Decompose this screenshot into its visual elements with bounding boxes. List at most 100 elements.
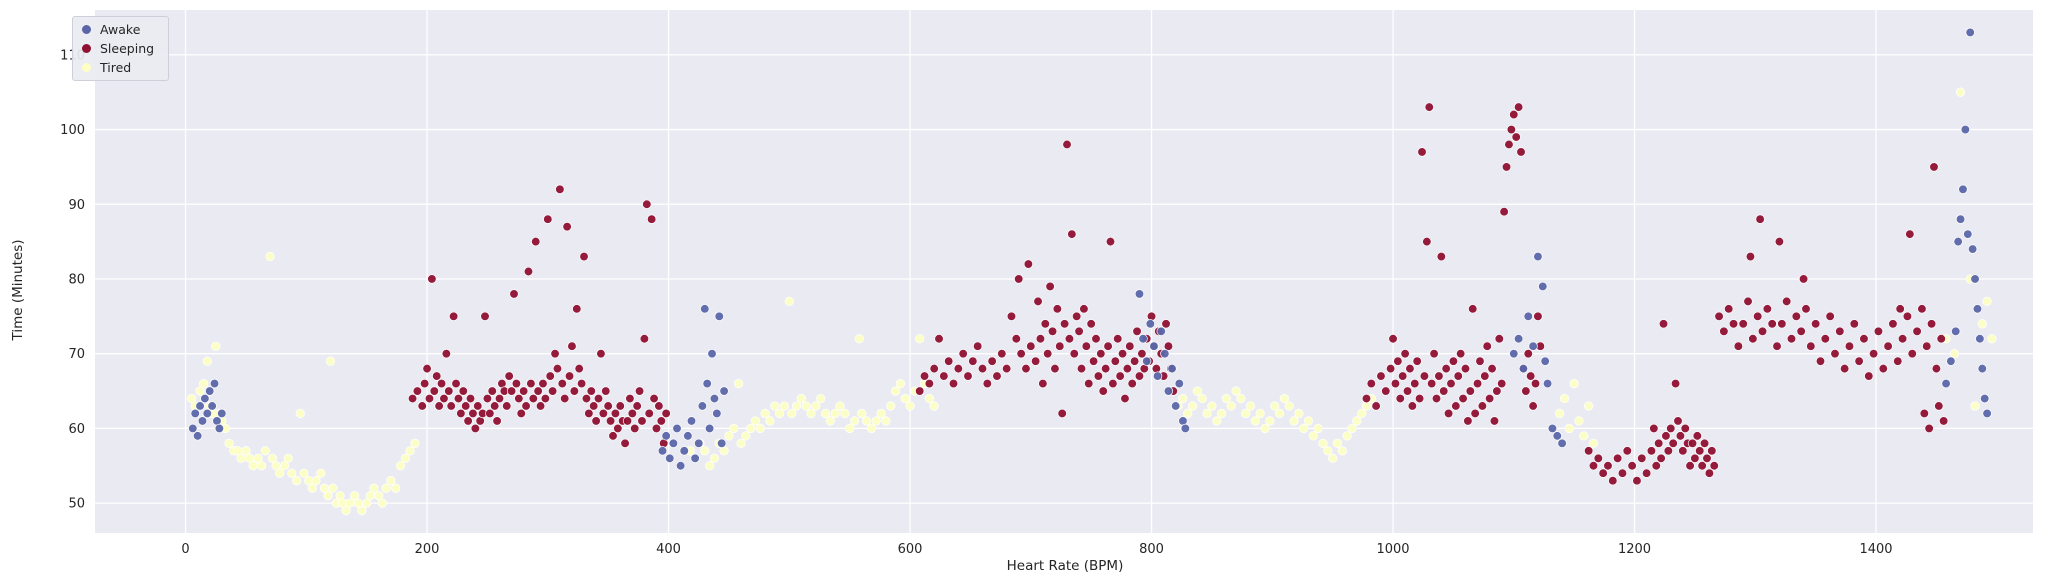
data-point-sleeping: [915, 386, 925, 396]
data-point-sleeping: [1907, 349, 1917, 359]
data-point-sleeping: [1137, 349, 1147, 359]
data-point-sleeping: [958, 349, 968, 359]
data-point-sleeping: [608, 431, 618, 441]
data-point-awake: [205, 386, 215, 396]
data-point-tired: [386, 476, 396, 486]
data-point-sleeping: [547, 386, 558, 396]
data-point-sleeping: [1487, 363, 1497, 374]
series-awake: [188, 27, 1992, 471]
data-point-sleeping: [1509, 109, 1519, 120]
data-point-sleeping: [1120, 393, 1130, 404]
data-point-sleeping: [1001, 363, 1012, 374]
data-point-tired: [253, 453, 263, 463]
data-point-sleeping: [1052, 304, 1063, 314]
data-point-sleeping: [1905, 229, 1915, 239]
data-point-sleeping: [1451, 401, 1461, 411]
data-point-awake: [1970, 274, 1980, 284]
data-point-tired: [1559, 393, 1570, 404]
data-point-tired: [700, 446, 710, 456]
data-point-tired: [774, 408, 785, 419]
data-point-sleeping: [1381, 386, 1391, 396]
data-point-tired: [900, 393, 910, 404]
data-point-sleeping: [1067, 229, 1077, 239]
data-point-tired: [820, 408, 831, 419]
data-point-sleeping: [1101, 363, 1111, 374]
data-point-sleeping: [1685, 461, 1695, 471]
x-axis-title: Heart Rate (BPM): [1006, 558, 1124, 574]
x-tick-label: 1200: [1618, 542, 1651, 557]
data-point-sleeping: [919, 371, 930, 381]
data-point-sleeping: [1583, 446, 1594, 456]
data-point-tired: [256, 461, 267, 471]
data-point-sleeping: [463, 416, 473, 426]
data-point-sleeping: [1422, 236, 1432, 247]
data-point-tired: [770, 401, 780, 411]
data-point-sleeping: [545, 371, 555, 381]
data-point-sleeping: [1439, 386, 1449, 396]
data-point-sleeping: [1096, 349, 1106, 359]
data-point-sleeping: [533, 386, 543, 396]
data-point-sleeping: [1516, 147, 1526, 157]
data-point-sleeping: [1699, 438, 1710, 448]
data-point-sleeping: [1632, 476, 1642, 486]
data-point-awake: [192, 431, 203, 441]
data-point-tired: [895, 378, 906, 389]
data-point-sleeping: [586, 386, 596, 396]
data-point-sleeping: [473, 401, 483, 411]
data-point-sleeping: [511, 378, 522, 389]
data-point-sleeping: [1811, 319, 1821, 329]
data-point-awake: [217, 408, 227, 419]
data-point-tired: [1221, 393, 1232, 404]
data-point-tired: [1250, 416, 1261, 426]
data-point-sleeping: [1938, 416, 1949, 426]
data-point-sleeping: [1617, 468, 1628, 478]
data-point-sleeping: [446, 401, 456, 411]
data-point-tired: [787, 408, 797, 419]
data-point-tired: [840, 408, 850, 419]
data-point-sleeping: [1429, 349, 1439, 359]
gridlines: [95, 10, 2033, 533]
data-point-tired: [736, 438, 746, 448]
legend-label-tired: Tired: [100, 59, 132, 75]
data-point-tired: [811, 401, 821, 411]
data-point-sleeping: [1006, 311, 1017, 321]
data-point-tired: [1564, 423, 1574, 434]
data-point-tired: [760, 408, 770, 419]
data-point-sleeping: [948, 378, 959, 389]
data-point-sleeping: [1497, 378, 1507, 389]
data-point-sleeping: [1098, 386, 1108, 396]
data-point-tired: [374, 490, 384, 501]
data-point-tired: [1245, 401, 1256, 411]
data-point-sleeping: [1922, 341, 1932, 351]
data-point-awake: [1980, 393, 1990, 404]
data-point-sleeping: [552, 363, 563, 374]
data-point-sleeping: [1086, 319, 1096, 329]
data-point-sleeping: [1651, 461, 1661, 471]
data-point-sleeping: [1038, 378, 1048, 389]
data-point-sleeping: [504, 371, 514, 381]
data-point-sleeping: [429, 386, 439, 396]
data-point-sleeping: [1917, 304, 1927, 314]
data-point-sleeping: [417, 401, 427, 411]
data-point-tired: [845, 423, 855, 434]
data-point-tired: [1178, 393, 1188, 404]
data-point-sleeping: [1460, 363, 1471, 374]
data-point-sleeping: [1371, 401, 1381, 411]
data-point-tired: [265, 251, 275, 262]
data-point-sleeping: [1656, 453, 1666, 463]
data-point-sleeping: [1707, 446, 1717, 456]
data-point-tired: [1299, 423, 1309, 434]
data-point-sleeping: [982, 378, 992, 389]
data-point-sleeping: [543, 214, 553, 224]
data-point-tired: [1579, 431, 1589, 441]
data-point-tired: [1970, 401, 1980, 411]
data-point-tired: [1294, 408, 1304, 419]
data-point-sleeping: [436, 378, 447, 389]
data-point-sleeping: [1405, 363, 1415, 374]
data-point-sleeping: [1772, 341, 1782, 351]
data-point-sleeping: [1835, 326, 1845, 336]
data-point-sleeping: [468, 408, 478, 419]
data-point-sleeping: [1654, 438, 1664, 448]
data-point-sleeping: [1873, 326, 1884, 336]
